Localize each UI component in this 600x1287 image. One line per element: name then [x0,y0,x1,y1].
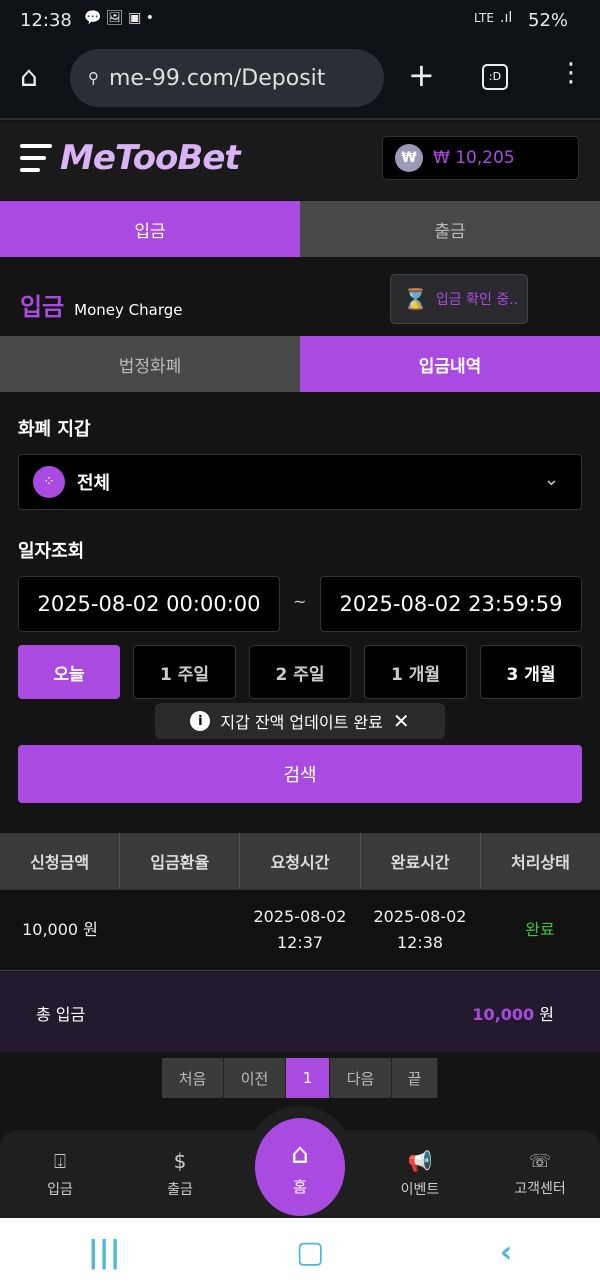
main-tabs: 입금 출금 [0,201,600,257]
site-header: MeTooBet ₩ ₩ 10,205 [0,122,600,200]
range-1month-button[interactable]: 1 개월 [364,645,467,699]
table-header: 신청금액 입금환율 요청시간 완료시간 처리상태 [0,833,600,889]
range-2week-button[interactable]: 2 주일 [249,645,351,699]
completed-date: 2025-08-02 [373,907,467,926]
status-bar: 12:38 💬 🖼 ▣ • LTE .ıl 52% [0,0,600,44]
total-value: 10,000 [472,1005,535,1024]
chevron-down-icon: ⌄ [543,469,559,490]
date-from-input[interactable]: 2025-08-02 00:00:00 [18,576,280,632]
pagination: 처음 이전 1 다음 끝 [162,1058,438,1098]
hamburger-icon[interactable] [20,144,52,172]
col-requested: 요청시간 [240,833,361,889]
wallet-selected: 전체 [77,473,111,494]
total-label: 총 입금 [36,1005,86,1024]
col-completed: 완료시간 [361,833,481,889]
range-1week-button[interactable]: 1 주일 [133,645,236,699]
page-title-main: 입금 [20,293,65,321]
notification-icons: 💬 🖼 ▣ • [84,10,155,26]
system-nav-bar: ||| ▢ ‹ [0,1218,600,1287]
range-today-button[interactable]: 오늘 [18,645,120,699]
cell-amount: 10,000 원 [22,920,98,939]
page-title: 입금 Money Charge [20,287,183,322]
requested-date: 2025-08-02 [253,907,347,926]
recent-apps-icon[interactable]: ||| [87,1235,121,1270]
nav-support-label: 고객센터 [514,1180,566,1197]
date-separator: ~ [293,592,307,611]
battery-level: 52% [528,10,569,31]
close-icon[interactable]: ✕ [392,709,410,733]
status-time: 12:38 [20,10,72,31]
page-prev[interactable]: 이전 [224,1058,286,1098]
signal-icon: .ıl [500,10,513,26]
page-1[interactable]: 1 [286,1058,330,1098]
address-bar[interactable]: ⚲ me-99.com/Deposit [70,49,384,107]
nav-withdraw[interactable]: $ 출금 [120,1130,240,1218]
wallet-label: 화폐 지갑 [18,419,91,440]
nav-home[interactable]: ⌂ 홈 [255,1118,345,1216]
pending-label: 입금 확인 중.. [435,292,519,308]
toast-message: 지갑 잔액 업데이트 완료 [220,713,383,732]
date-to-input[interactable]: 2025-08-02 23:59:59 [320,576,582,632]
nav-home-label: 홈 [293,1178,307,1196]
info-icon: i [190,711,211,731]
pending-deposit-button[interactable]: ⌛ 입금 확인 중.. [390,274,528,324]
page-title-sub: Money Charge [74,301,183,319]
total-unit: 원 [539,1005,554,1024]
wallet-download-icon: ⍗ [54,1149,66,1173]
nav-event[interactable]: 📢 이벤트 [360,1130,480,1218]
hourglass-icon: ⌛ [403,287,428,311]
site-settings-icon[interactable]: ⚲ [88,69,99,87]
sub-tabs: 법정화폐 입금내역 [0,336,600,392]
nav-deposit[interactable]: ⍗ 입금 [0,1130,120,1218]
toast-notification: i 지갑 잔액 업데이트 완료 ✕ [155,703,445,739]
col-amount: 신청금액 [0,833,121,889]
requested-time: 12:37 [276,933,324,952]
browser-bar: ⌂ ⚲ me-99.com/Deposit + :D ⋮ [0,44,600,120]
date-label: 일자조회 [18,541,85,562]
page-next[interactable]: 다음 [330,1058,392,1098]
total-row: 총 입금 10,000 원 [0,972,600,1052]
url-text: me-99.com/Deposit [109,65,326,91]
home-icon[interactable]: ⌂ [20,60,38,93]
tab-withdraw[interactable]: 출금 [300,201,600,257]
col-rate: 입금환율 [120,833,241,889]
back-icon[interactable]: ‹ [499,1235,513,1270]
won-coin-icon: ₩ [395,144,423,172]
tab-deposit-history[interactable]: 입금내역 [300,336,600,392]
page-last[interactable]: 끝 [392,1058,438,1098]
search-button[interactable]: 검색 [18,745,582,803]
tab-deposit[interactable]: 입금 [0,201,300,257]
all-wallets-icon: ⁘ [33,466,65,498]
cell-completed: 2025-08-02 12:38 [360,890,480,970]
logo[interactable]: MeTooBet [60,138,241,178]
home-button-icon[interactable]: ▢ [296,1235,325,1270]
col-status: 처리상태 [510,853,570,872]
table-row: 10,000 원 2025-08-02 12:37 2025-08-02 12:38… [0,889,600,971]
tab-switcher-icon[interactable]: :D [482,64,508,90]
new-tab-icon[interactable]: + [408,56,435,94]
balance-display: ₩ ₩ 10,205 [382,136,579,180]
house-icon: ⌂ [291,1137,309,1170]
network-icon: LTE [474,11,494,25]
megaphone-icon: 📢 [407,1149,433,1173]
cell-requested: 2025-08-02 12:37 [240,890,360,970]
coins-hand-icon: $ [173,1149,187,1173]
status-badge: 완료 [525,920,555,939]
range-3month-button[interactable]: 3 개월 [480,645,582,699]
wallet-select[interactable]: ⁘ 전체 ⌄ [18,454,582,510]
menu-icon[interactable]: ⋮ [558,58,584,88]
cell-rate [120,890,240,970]
nav-event-label: 이벤트 [400,1182,440,1198]
page-first[interactable]: 처음 [162,1058,224,1098]
nav-support[interactable]: ☏ 고객센터 [480,1130,600,1218]
phone-24-icon: ☏ [528,1150,552,1172]
completed-time: 12:38 [396,933,444,952]
nav-withdraw-label: 출금 [167,1182,193,1198]
tab-fiat[interactable]: 법정화폐 [0,336,300,392]
nav-deposit-label: 입금 [47,1182,73,1198]
balance-value: ₩ 10,205 [433,148,515,168]
